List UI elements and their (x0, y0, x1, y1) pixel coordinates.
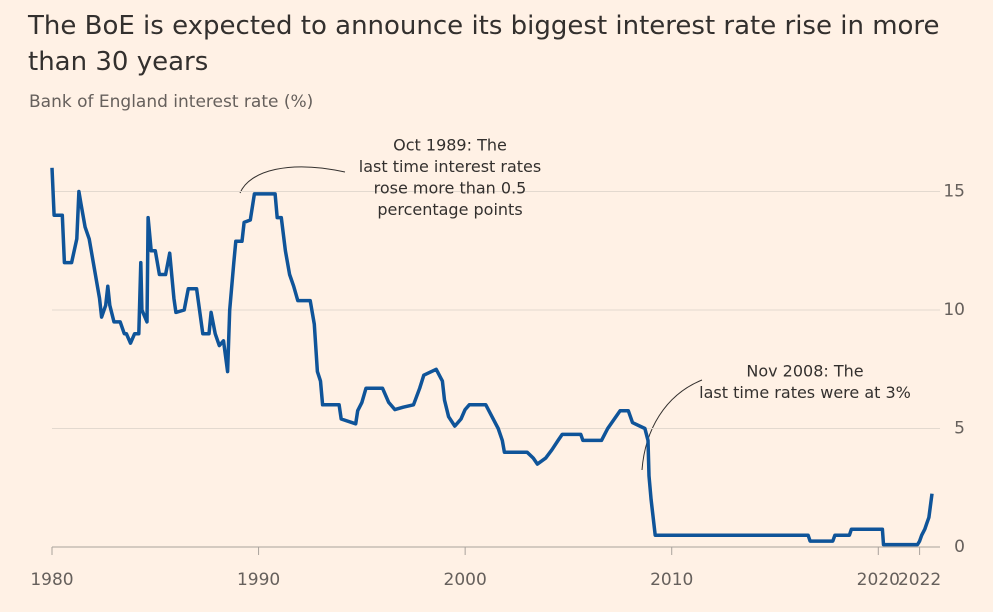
x-tick-label: 2010 (650, 570, 693, 590)
x-tick-label: 1980 (30, 570, 73, 590)
chart-subtitle: Bank of England interest rate (%) (29, 92, 314, 112)
leader-line (641, 379, 703, 471)
rate-line (50, 167, 934, 547)
chart-title: The BoE is expected to announce its bigg… (28, 11, 940, 77)
y-tick-label: 15 (943, 182, 965, 202)
y-tick-label: 10 (943, 300, 965, 320)
leader-line (239, 166, 346, 194)
annotation: percentage points (377, 200, 522, 219)
annotation: Oct 1989: The (393, 136, 507, 155)
x-tick-label: 1990 (237, 570, 280, 590)
y-tick-label: 0 (954, 537, 965, 557)
annotation: Nov 2008: The (746, 362, 863, 381)
y-tick-label: 5 (954, 419, 965, 439)
x-tick-label: 2020 (857, 570, 900, 590)
annotation: last time rates were at 3% (699, 383, 911, 402)
x-tick-label: 2022 (898, 570, 941, 590)
x-tick-label: 2000 (444, 570, 487, 590)
annotation: last time interest rates (359, 157, 541, 176)
annotation: rose more than 0.5 (374, 179, 527, 198)
